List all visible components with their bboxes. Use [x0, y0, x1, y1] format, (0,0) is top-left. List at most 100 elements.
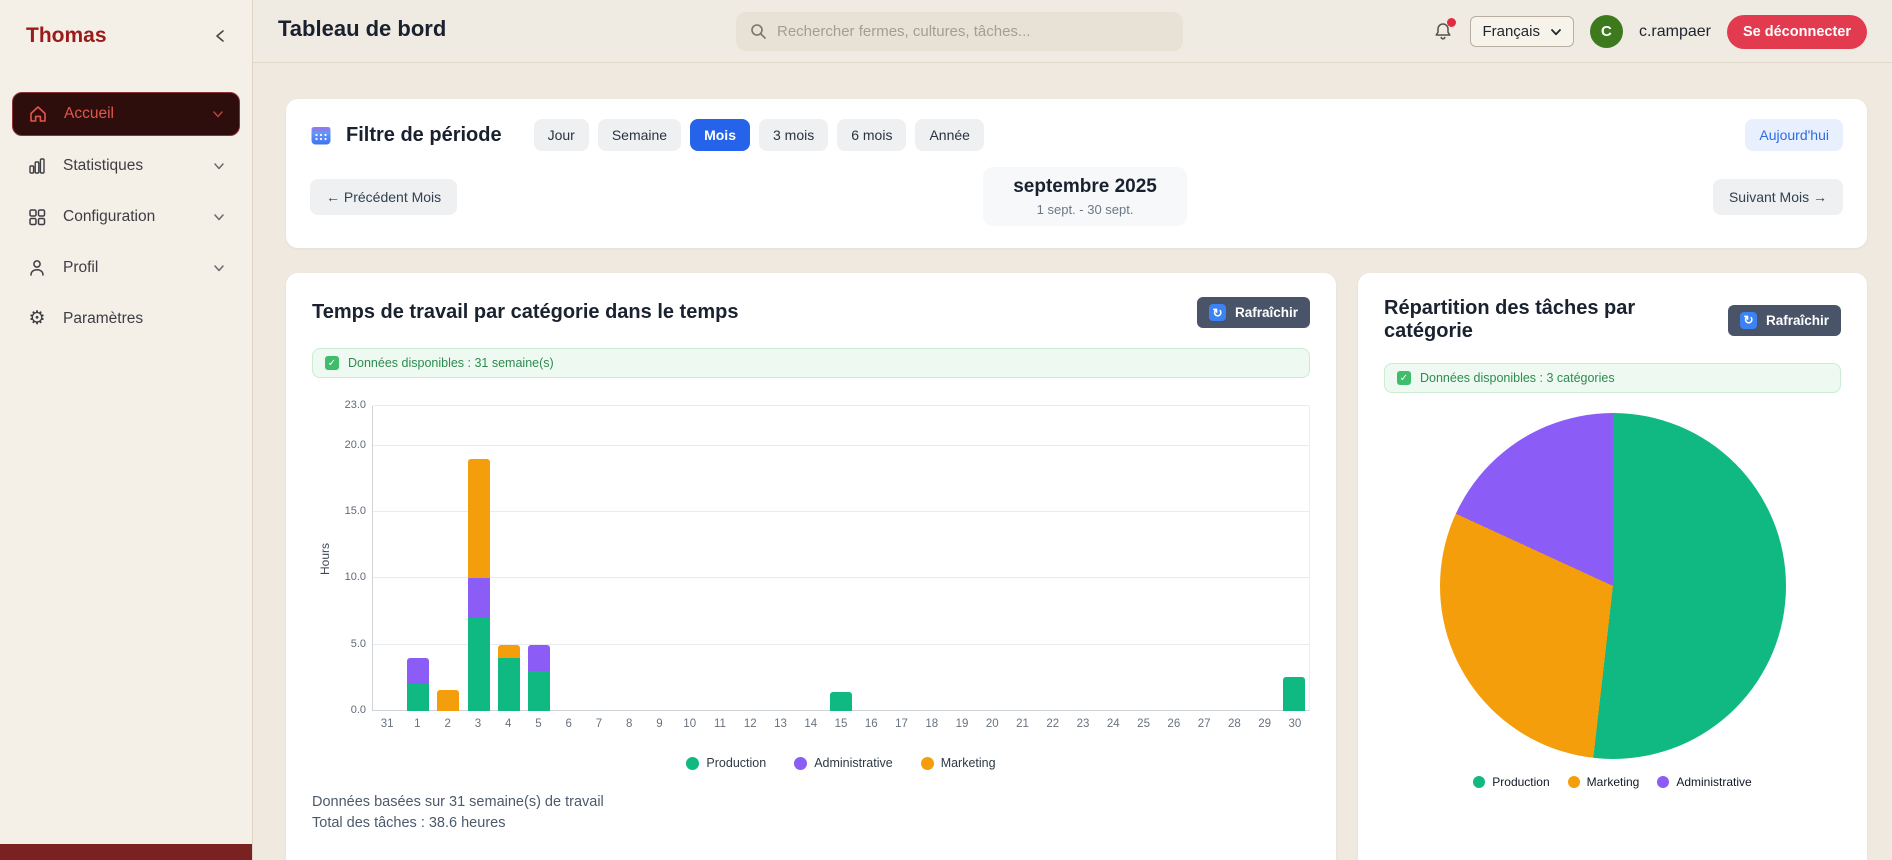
- x-tick-label: 2: [444, 718, 451, 730]
- x-tick-label: 16: [864, 718, 878, 730]
- bar-chart-footer: Données basées sur 31 semaine(s) de trav…: [312, 792, 1310, 834]
- bar-chart-plot: Hours 0.0 5.0 10.0 15.0 20.0 23.0: [318, 399, 1310, 716]
- chevron-down-icon: [1551, 28, 1561, 35]
- legend-dot: [1567, 776, 1580, 788]
- period-filter-title: Filtre de période: [346, 123, 502, 146]
- bar-segment: [1282, 676, 1305, 711]
- refresh-button[interactable]: ↻ Rafraîchir: [1727, 304, 1841, 336]
- home-icon: [27, 104, 49, 124]
- search-input[interactable]: [777, 23, 1169, 40]
- x-tick-label: 1: [414, 718, 421, 730]
- y-tick-label: 23.0: [344, 399, 366, 411]
- language-select[interactable]: Français: [1470, 16, 1574, 47]
- gridline: [373, 643, 1309, 645]
- legend-label: Administrative: [1676, 775, 1752, 789]
- grid-icon: [26, 207, 48, 227]
- bar-segment: [467, 618, 490, 711]
- x-tick-label: 8: [625, 718, 633, 730]
- bar-segment: [528, 671, 551, 711]
- search-box: [736, 12, 1183, 51]
- calendar-icon: [310, 124, 332, 146]
- period-option-3mois[interactable]: 3 mois: [758, 119, 829, 151]
- sidebar-item-label: Statistiques: [63, 157, 144, 174]
- y-tick-label: 0.0: [350, 704, 366, 716]
- x-tick-label: 31: [380, 718, 394, 730]
- x-tick-label: 30: [1288, 718, 1302, 730]
- main-content: Filtre de période Jour Semaine Mois 3 mo…: [253, 63, 1892, 860]
- legend-dot: [794, 756, 808, 770]
- gridline: [373, 511, 1309, 513]
- x-tick-label: 14: [804, 718, 818, 730]
- check-icon: ✓: [325, 356, 339, 370]
- legend-item: Production: [686, 756, 766, 770]
- sidebar-collapse-icon[interactable]: [212, 27, 230, 45]
- y-tick-label: 10.0: [344, 571, 366, 584]
- x-tick-label: 15: [834, 718, 848, 730]
- period-option-mois[interactable]: Mois: [690, 119, 750, 151]
- refresh-label: Rafraîchir: [1234, 305, 1298, 320]
- pie-chart: [1439, 413, 1786, 759]
- period-options: Jour Semaine Mois 3 mois 6 mois Année: [533, 119, 984, 151]
- x-tick-label: 11: [713, 718, 726, 730]
- bar-segment: [407, 657, 430, 685]
- legend-dot: [1657, 776, 1670, 788]
- legend-label: Production: [1492, 775, 1550, 789]
- sidebar-footer-bar: [0, 844, 252, 860]
- check-icon: ✓: [1397, 371, 1411, 385]
- y-tick-label: 15.0: [344, 505, 366, 518]
- notification-dot: [1447, 17, 1457, 27]
- sidebar-menu: Accueil Statistiques Configuration: [0, 92, 252, 339]
- x-tick-label: 17: [895, 718, 908, 730]
- x-tick-label: 13: [774, 718, 787, 730]
- gridline: [373, 577, 1309, 579]
- bar-card-title: Temps de travail par catégorie dans le t…: [312, 301, 739, 323]
- bar-segment: [497, 657, 520, 711]
- notification-bell-icon[interactable]: [1432, 17, 1457, 43]
- bar-chart-legend: Production Administrative Marketing: [372, 756, 1310, 770]
- sidebar-item-configuration[interactable]: Configuration: [12, 196, 240, 238]
- x-tick-label: 9: [656, 718, 663, 730]
- sidebar-item-accueil[interactable]: Accueil: [12, 92, 240, 136]
- sidebar-item-parametres[interactable]: ⚙ Paramètres: [12, 298, 240, 339]
- x-tick-label: 22: [1046, 718, 1060, 730]
- top-header: Tableau de bord Français C c.rampaer Se …: [253, 0, 1892, 63]
- search-icon: [750, 23, 767, 40]
- today-button[interactable]: Aujourd'hui: [1745, 119, 1843, 151]
- gear-icon: ⚙: [28, 308, 46, 329]
- y-tick-label: 5.0: [350, 637, 366, 650]
- x-tick-label: 20: [985, 718, 999, 730]
- x-tick-label: 27: [1197, 718, 1211, 730]
- sidebar-item-statistiques[interactable]: Statistiques: [12, 145, 240, 187]
- banner-text: Données disponibles : 31 semaine(s): [348, 356, 554, 370]
- x-tick-label: 5: [535, 718, 542, 730]
- legend-item: Administrative: [1657, 775, 1752, 789]
- language-value: Français: [1482, 23, 1540, 40]
- sidebar-item-profil[interactable]: Profil: [12, 247, 240, 289]
- period-option-jour[interactable]: Jour: [533, 119, 589, 151]
- x-tick-label: 23: [1076, 718, 1090, 730]
- bar-chart-icon: [26, 156, 48, 176]
- previous-month-button[interactable]: ← Précédent Mois: [310, 178, 458, 215]
- avatar[interactable]: C: [1589, 15, 1623, 48]
- bar-segment: [528, 644, 551, 672]
- current-period-label: septembre 2025: [1013, 176, 1157, 197]
- next-month-button[interactable]: Suivant Mois →: [1712, 178, 1843, 215]
- chevron-down-icon: [211, 107, 225, 121]
- gridline: [373, 444, 1309, 446]
- refresh-icon: ↻: [1739, 311, 1757, 329]
- period-option-semaine[interactable]: Semaine: [597, 119, 682, 151]
- x-tick-label: 10: [683, 718, 697, 730]
- x-tick-label: 25: [1137, 718, 1150, 730]
- bar-chart-x-axis: 31 1 2 3 4 5 6 7 8 9 10 11 12 13 14 15 16 17 18 19 20 21 22 23 2…: [372, 718, 1310, 736]
- period-option-annee[interactable]: Année: [915, 119, 984, 151]
- period-option-6mois[interactable]: 6 mois: [837, 119, 907, 151]
- x-tick-label: 18: [925, 718, 939, 730]
- refresh-button[interactable]: ↻ Rafraîchir: [1196, 297, 1310, 328]
- legend-label: Marketing: [940, 756, 996, 770]
- x-tick-label: 6: [565, 718, 572, 730]
- x-tick-label: 3: [474, 718, 482, 730]
- footer-line-1: Données basées sur 31 semaine(s) de trav…: [312, 794, 604, 810]
- logout-button[interactable]: Se déconnecter: [1727, 14, 1867, 49]
- footer-line-2: Total des tâches : 38.6 heures: [312, 815, 506, 832]
- x-tick-label: 21: [1016, 718, 1029, 730]
